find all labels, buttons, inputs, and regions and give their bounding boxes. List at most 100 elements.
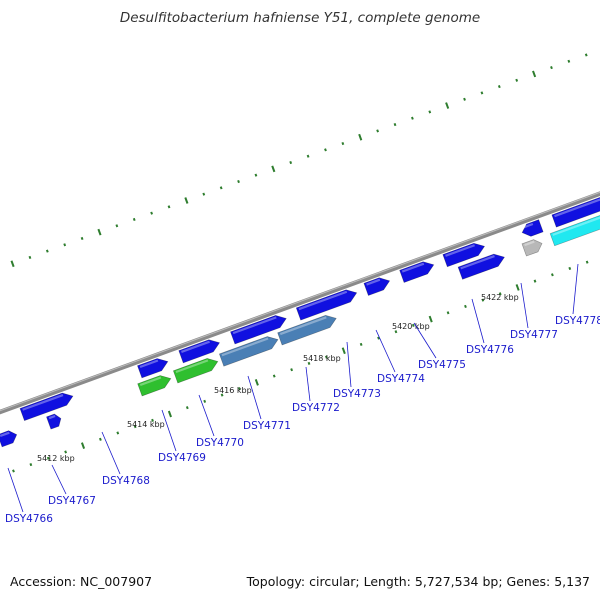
outer-tick [567, 59, 571, 63]
outer-tick [393, 122, 397, 127]
outer-tick [10, 260, 15, 268]
gene-dsy4777[interactable] [549, 209, 600, 247]
outer-tick [115, 224, 119, 228]
outer-tick [358, 133, 363, 141]
scale-tick [290, 368, 294, 372]
scale-tick [185, 406, 189, 410]
gene-label-dsy4768[interactable]: DSY4768 [102, 475, 150, 487]
genome-backbone-highlight [0, 170, 600, 426]
scale-tick [307, 361, 311, 365]
gene-reverse[interactable] [520, 219, 544, 239]
gene-dsy4770[interactable] [172, 355, 220, 384]
outer-tick [63, 243, 67, 247]
gene-forward[interactable] [399, 259, 436, 283]
gene-leader-line [161, 409, 177, 452]
scale-tick [568, 266, 572, 271]
outer-tick [237, 179, 240, 184]
gene-dsy4776[interactable] [521, 237, 544, 257]
scale-tick [133, 425, 137, 429]
outer-tick [150, 211, 154, 215]
scale-tick [464, 304, 467, 308]
scale-tick [533, 279, 537, 283]
outer-tick [515, 78, 519, 82]
genome-backbone [0, 170, 600, 428]
scale-tick [411, 323, 415, 327]
gene-label-dsy4776[interactable]: DSY4776 [466, 344, 514, 356]
outer-tick [376, 129, 380, 133]
outer-tick [184, 197, 189, 204]
scale-tick [46, 456, 50, 460]
outer-tick [45, 249, 49, 253]
scale-label: 5416 kbp [214, 386, 252, 395]
scale-tick [29, 463, 33, 467]
gene-label-dsy4774[interactable]: DSY4774 [377, 373, 425, 385]
gene-label-dsy4766[interactable]: DSY4766 [5, 513, 53, 525]
outer-tick [411, 116, 414, 120]
scale-tick [167, 410, 172, 418]
gene-leader-line [305, 366, 311, 402]
scale-tick [325, 355, 328, 359]
gene-leader-line [346, 341, 352, 388]
gene-label-dsy4775[interactable]: DSY4775 [418, 359, 466, 371]
gene-label-dsy4771[interactable]: DSY4771 [243, 420, 291, 432]
gene-label-dsy4777[interactable]: DSY4777 [510, 329, 558, 341]
scale-tick [551, 273, 554, 277]
scale-tick [498, 292, 502, 296]
outer-tick [289, 160, 293, 165]
scale-label: 5418 kbp [303, 354, 341, 363]
outer-tick [497, 85, 501, 89]
outer-tick [532, 70, 537, 78]
outer-tick [132, 217, 136, 222]
outer-tick [219, 186, 223, 190]
gene-forward[interactable] [178, 337, 222, 364]
scale-tick [341, 347, 346, 355]
gene-leader-line [471, 298, 485, 344]
gene-forward[interactable] [363, 275, 392, 296]
gene-label-dsy4767[interactable]: DSY4767 [48, 495, 96, 507]
scale-tick [446, 311, 450, 315]
scale-tick [238, 387, 241, 391]
gene-leader-line [51, 464, 67, 495]
outer-tick [463, 97, 466, 101]
gene-forward[interactable] [442, 240, 487, 268]
gene-leader-line [572, 263, 579, 315]
gene-dsy4766[interactable] [0, 429, 19, 448]
gene-dsy4772[interactable] [277, 312, 339, 346]
scale-tick [428, 315, 433, 323]
gene-leader-line [7, 467, 24, 513]
scale-tick [377, 336, 380, 340]
gene-label-dsy4778[interactable]: DSY4778 [555, 315, 600, 327]
scale-tick [99, 437, 102, 441]
scale-tick [359, 342, 363, 346]
gene-label-dsy4769[interactable]: DSY4769 [158, 452, 206, 464]
gene-leader-line [198, 394, 215, 437]
gene-dsy4771[interactable] [218, 333, 280, 367]
scale-tick [585, 260, 589, 264]
scale-tick [151, 418, 154, 422]
scale-tick [116, 431, 120, 435]
gene-forward[interactable] [230, 312, 288, 345]
scale-tick [80, 442, 86, 449]
gene-dsy4768[interactable] [19, 390, 75, 422]
outer-tick [80, 236, 84, 241]
gene-dsy4769-upper[interactable] [137, 355, 170, 379]
outer-tick [584, 53, 588, 57]
gene-forward[interactable] [295, 287, 359, 321]
gene-dsy4774[interactable] [457, 251, 507, 280]
gene-leader-line [520, 282, 529, 329]
gene-label-dsy4773[interactable]: DSY4773 [333, 388, 381, 400]
outer-tick [202, 192, 206, 196]
gene-dsy4769[interactable] [137, 372, 173, 397]
outer-tick [324, 148, 327, 152]
gene-label-dsy4770[interactable]: DSY4770 [196, 437, 244, 449]
scale-label: 5422 kbp [481, 293, 519, 302]
scale-tick [64, 450, 68, 454]
scale-tick [515, 284, 520, 291]
outer-tick [550, 66, 553, 70]
accession-label: Accession: NC_007907 [10, 574, 153, 589]
scale-tick [394, 330, 398, 334]
gene-label-dsy4772[interactable]: DSY4772 [292, 402, 340, 414]
gene-dsy4767[interactable] [46, 412, 63, 430]
scale-label: 5412 kbp [37, 454, 75, 463]
